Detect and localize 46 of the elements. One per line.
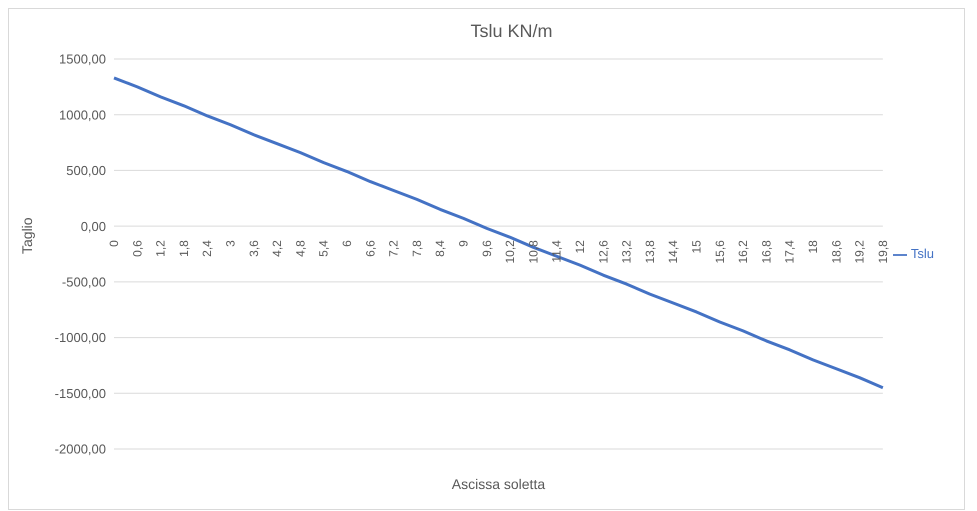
- x-tick-label: 12: [572, 240, 587, 254]
- y-tick-label: 1500,00: [59, 52, 106, 67]
- y-tick-label: 500,00: [66, 163, 106, 178]
- x-tick-label: 6: [340, 240, 354, 247]
- x-tick-label: 16,2: [736, 240, 750, 264]
- x-tick-label: 8,4: [433, 240, 448, 257]
- x-tick-label: 3: [223, 240, 238, 247]
- x-tick-label: 16,8: [759, 240, 774, 264]
- x-tick-label: 11,4: [550, 240, 564, 263]
- x-tick-label: 15: [689, 240, 704, 254]
- y-tick-label: 0,00: [80, 218, 106, 234]
- x-tick-label: 13,8: [642, 240, 657, 264]
- x-tick-label: 5,4: [316, 240, 331, 257]
- y-axis-title: Taglio: [18, 217, 35, 254]
- x-tick-label: 12,6: [596, 240, 610, 264]
- x-tick-label: 10,8: [526, 240, 540, 264]
- x-tick-label: 9,6: [480, 240, 494, 257]
- x-tick-label: 0: [107, 240, 121, 247]
- y-tick-label: -1000,00: [54, 330, 106, 346]
- x-tick-label: 19,2: [852, 240, 867, 264]
- y-tick-label: -2000,00: [54, 442, 106, 457]
- x-tick-label: 7,2: [386, 240, 401, 257]
- y-tick-label: -1500,00: [54, 386, 106, 401]
- x-tick-label: 9: [456, 240, 470, 247]
- x-tick-label: 4,2: [270, 240, 284, 257]
- x-tick-label: 14,4: [666, 240, 680, 264]
- x-tick-label: 3,6: [246, 240, 261, 257]
- x-tick-label: 7,8: [410, 240, 424, 257]
- x-tick-label: 1,2: [154, 240, 168, 257]
- x-tick-label: 18: [806, 240, 820, 254]
- x-tick-label: 0,6: [130, 240, 144, 257]
- x-tick-label: 15,6: [712, 240, 727, 264]
- legend-label: Tslu: [910, 246, 934, 262]
- chart-title: Tslu KN/m: [469, 21, 554, 42]
- x-tick-label: 17,4: [782, 240, 797, 264]
- x-tick-label: 10,2: [503, 240, 518, 264]
- x-tick-label: 2,4: [200, 240, 214, 257]
- x-tick-label: 4,8: [293, 240, 308, 257]
- x-tick-label: 18,6: [829, 240, 844, 264]
- x-axis-title: Ascissa soletta: [452, 476, 546, 492]
- x-tick-label: 1,8: [176, 240, 191, 257]
- y-tick-label: 1000,00: [59, 107, 106, 122]
- x-tick-label: 6,6: [363, 240, 378, 257]
- y-tick-label: -500,00: [62, 274, 106, 290]
- x-tick-label: 13,2: [620, 240, 634, 264]
- x-tick-label: 19,8: [876, 240, 890, 264]
